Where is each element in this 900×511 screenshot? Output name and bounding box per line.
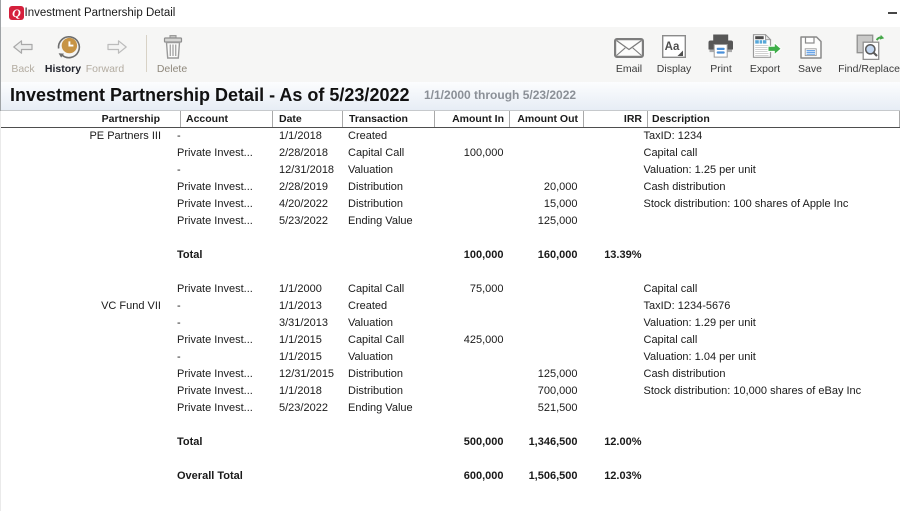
svg-text:Aa: Aa	[665, 41, 680, 53]
